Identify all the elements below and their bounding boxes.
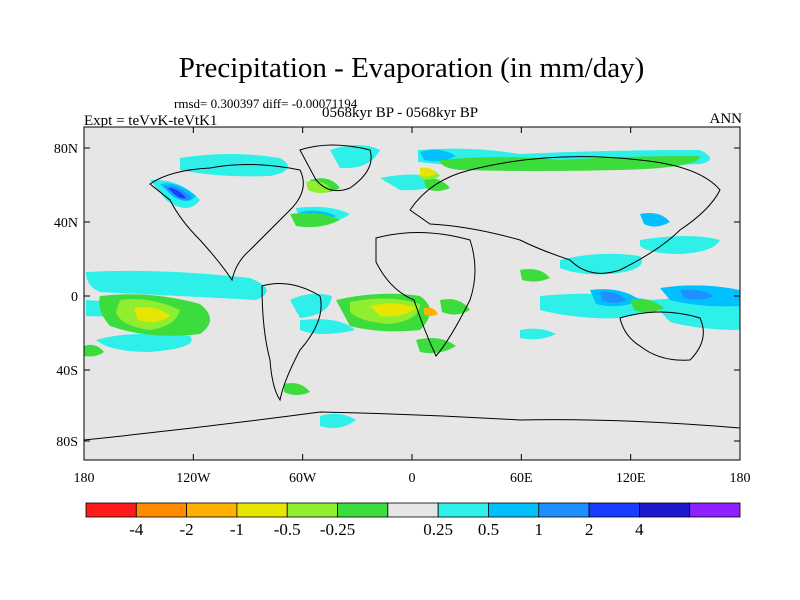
colorbar-label: 2 xyxy=(585,520,594,539)
contour-region xyxy=(134,307,170,323)
colorbar-label: 4 xyxy=(635,520,644,539)
colorbar-swatch xyxy=(236,502,288,518)
contour-region xyxy=(320,413,356,428)
contour-region xyxy=(284,383,310,395)
colorbar-swatch xyxy=(437,502,489,518)
colorbar-label: -2 xyxy=(180,520,194,539)
lon-tick-label: 60W xyxy=(289,471,317,486)
colorbar-label: -4 xyxy=(129,520,144,539)
colorbar-swatch xyxy=(286,502,338,518)
colorbar-label: -0.5 xyxy=(274,520,301,539)
colorbar-label: -1 xyxy=(230,520,244,539)
colorbar-swatch xyxy=(387,502,439,518)
lon-tick-label: 120W xyxy=(176,471,211,486)
colorbar-swatch xyxy=(638,502,691,518)
contour-region xyxy=(640,213,670,227)
contour-region xyxy=(630,299,664,313)
colorbar-swatch xyxy=(135,502,188,518)
colorbar-swatch xyxy=(488,502,540,518)
stats-text: rmsd= 0.300397 diff= -0.00071194 xyxy=(174,96,358,111)
lat-tick-label: 0 xyxy=(71,290,78,305)
lon-tick-label: 60E xyxy=(510,471,533,486)
coastline-africa xyxy=(375,232,476,357)
coastline-antarctica xyxy=(84,411,740,441)
contour-region xyxy=(680,289,714,300)
colorbar-swatch xyxy=(85,502,137,518)
lon-tick-label: 0 xyxy=(409,471,416,486)
chart-title: Precipitation - Evaporation (in mm/day) xyxy=(178,52,645,84)
contour-fill-layer xyxy=(84,145,740,428)
colorbar-label: 0.25 xyxy=(423,520,453,539)
lon-tick-label: 120E xyxy=(616,471,646,486)
contour-region xyxy=(424,307,438,316)
contour-region xyxy=(370,303,416,317)
contour-region xyxy=(520,328,556,340)
contour-region xyxy=(520,269,550,282)
contour-region xyxy=(86,270,267,300)
colorbar: -4 -2 -1 -0.5 -0.25 0.25 0.5 1 2 4 xyxy=(85,502,741,539)
colorbar-label: 0.5 xyxy=(478,520,499,539)
period-label: 0568kyr BP - 0568kyr BP xyxy=(322,105,479,121)
contour-region xyxy=(168,188,186,199)
contour-region xyxy=(640,236,720,254)
lat-tick-label: 40S xyxy=(56,364,78,379)
lat-tick-label: 80N xyxy=(54,142,78,157)
contour-region xyxy=(420,149,456,162)
colorbar-swatch xyxy=(538,502,590,518)
colorbar-label: 1 xyxy=(535,520,544,539)
axis-ticks: 180 120W 60W 0 60E 120E 180 80N 40N 0 40S 80S xyxy=(54,127,751,486)
coastline-eurasia xyxy=(409,156,721,274)
colorbar-swatch xyxy=(186,502,238,518)
season-label: ANN xyxy=(709,111,743,127)
contour-region xyxy=(330,145,380,169)
contour-region xyxy=(440,299,470,315)
colorbar-label: -0.25 xyxy=(320,520,355,539)
contour-region xyxy=(290,293,332,318)
coastline-north-america xyxy=(149,163,304,282)
contour-region xyxy=(600,291,626,303)
colorbar-swatch xyxy=(689,502,741,518)
lat-tick-label: 40N xyxy=(54,216,78,231)
lon-tick-label: 180 xyxy=(730,471,751,486)
contour-region xyxy=(96,333,192,352)
colorbar-swatch xyxy=(337,502,389,518)
contour-region xyxy=(420,167,436,177)
coastline-layer xyxy=(84,144,740,441)
coastline-greenland xyxy=(299,144,372,192)
contour-region xyxy=(84,344,104,357)
lat-tick-label: 80S xyxy=(56,435,78,450)
coastline-australia xyxy=(619,311,704,361)
lon-tick-label: 180 xyxy=(74,471,95,486)
contour-region xyxy=(290,212,340,228)
coastline-south-america xyxy=(261,283,322,402)
colorbar-swatch xyxy=(588,502,640,518)
contour-region xyxy=(306,181,332,193)
experiment-label: Expt = teVvK-teVtK1 xyxy=(84,113,218,129)
